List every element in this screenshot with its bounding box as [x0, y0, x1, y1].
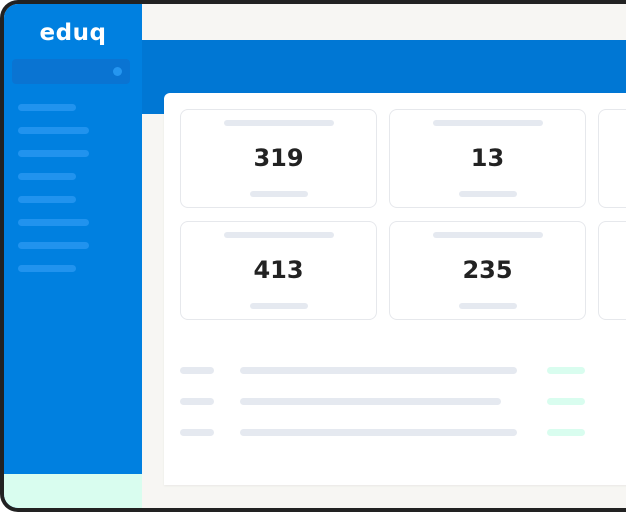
- sidebar-item[interactable]: [18, 127, 89, 134]
- row-label-placeholder: [180, 398, 214, 405]
- sidebar-item[interactable]: [18, 173, 76, 180]
- stat-value: 319: [253, 144, 304, 172]
- screen: eduq 319 13 413 235: [4, 4, 626, 508]
- sidebar-item[interactable]: [18, 104, 76, 111]
- row-status-placeholder: [547, 398, 585, 405]
- sidebar-item[interactable]: [18, 196, 76, 203]
- stat-value: 13: [470, 144, 505, 172]
- card-caption-placeholder: [459, 191, 517, 197]
- row-label-placeholder: [180, 367, 214, 374]
- stat-card: 319: [180, 109, 377, 208]
- card-title-placeholder: [224, 232, 334, 238]
- card-caption-placeholder: [459, 303, 517, 309]
- sidebar-item[interactable]: [18, 242, 89, 249]
- row-status-placeholder: [547, 367, 585, 374]
- sidebar-item[interactable]: [18, 219, 89, 226]
- sidebar: eduq: [4, 4, 142, 508]
- row-label-placeholder: [180, 429, 214, 436]
- stat-value: 413: [253, 256, 304, 284]
- stat-card: 413: [180, 221, 377, 320]
- search-dot-icon: [113, 67, 122, 76]
- stat-card: 13: [389, 109, 586, 208]
- stat-card: [598, 109, 626, 208]
- content-panel: 319 13 413 235: [164, 93, 626, 485]
- card-caption-placeholder: [250, 191, 308, 197]
- row-text-placeholder: [240, 367, 517, 374]
- stat-value: 235: [462, 256, 513, 284]
- logo: eduq: [39, 20, 107, 46]
- stat-card: [598, 221, 626, 320]
- row-text-placeholder: [240, 398, 501, 405]
- sidebar-footer: [4, 474, 142, 508]
- card-title-placeholder: [433, 232, 543, 238]
- stat-card: 235: [389, 221, 586, 320]
- row-text-placeholder: [240, 429, 517, 436]
- sidebar-item[interactable]: [18, 265, 76, 272]
- sidebar-item[interactable]: [18, 150, 89, 157]
- card-title-placeholder: [433, 120, 543, 126]
- card-caption-placeholder: [250, 303, 308, 309]
- row-status-placeholder: [547, 429, 585, 436]
- card-title-placeholder: [224, 120, 334, 126]
- search-input[interactable]: [12, 59, 130, 84]
